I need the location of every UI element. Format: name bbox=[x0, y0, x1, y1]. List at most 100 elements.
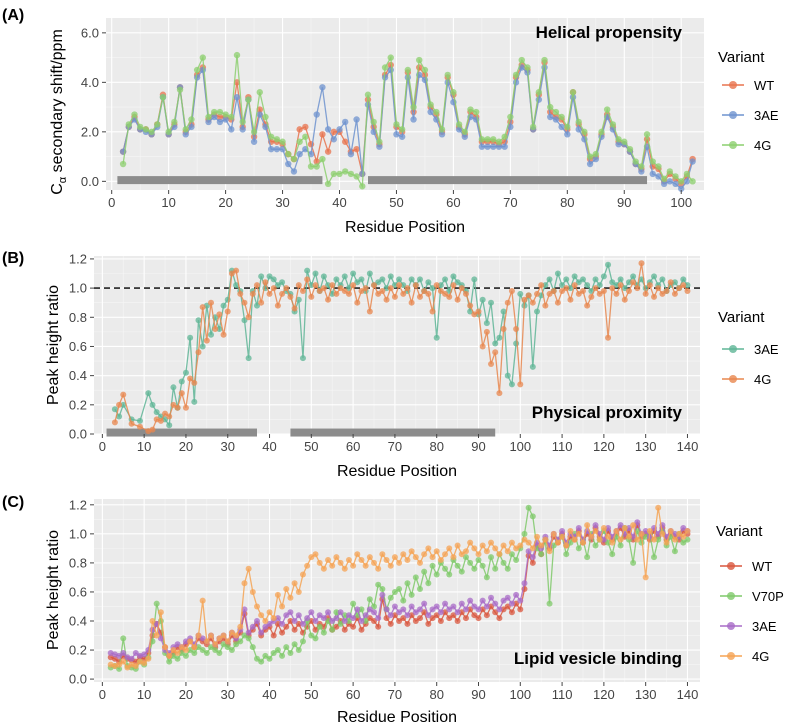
data-point bbox=[387, 612, 394, 619]
data-point bbox=[358, 626, 365, 633]
data-point bbox=[371, 603, 378, 610]
data-point bbox=[341, 565, 348, 572]
data-point bbox=[391, 293, 398, 300]
data-point bbox=[454, 296, 461, 303]
data-point bbox=[304, 267, 311, 274]
data-point bbox=[270, 632, 277, 639]
data-point bbox=[154, 121, 161, 128]
data-point bbox=[170, 652, 177, 659]
data-point bbox=[471, 276, 478, 283]
data-point bbox=[222, 116, 229, 123]
data-point bbox=[586, 153, 594, 160]
data-point bbox=[333, 623, 340, 630]
legend-label: WT bbox=[752, 559, 772, 574]
data-point bbox=[266, 609, 273, 616]
series-3ae bbox=[119, 64, 696, 192]
data-point bbox=[333, 615, 340, 622]
data-point bbox=[492, 349, 499, 356]
x-tick-label: 80 bbox=[429, 439, 443, 454]
data-point bbox=[429, 285, 436, 292]
data-point bbox=[651, 273, 658, 280]
x-tick-label: 50 bbox=[304, 687, 318, 702]
data-point bbox=[371, 618, 378, 624]
data-point bbox=[387, 54, 394, 61]
data-point bbox=[347, 150, 355, 158]
data-point bbox=[567, 539, 574, 546]
data-point bbox=[333, 609, 340, 616]
data-point bbox=[592, 527, 599, 534]
data-point bbox=[621, 285, 628, 292]
data-point bbox=[216, 635, 223, 642]
panel-c-y-axis-title: Peak height ratio bbox=[45, 530, 62, 650]
data-point bbox=[446, 571, 453, 578]
data-point bbox=[320, 629, 327, 636]
data-point bbox=[529, 299, 536, 306]
data-point bbox=[191, 398, 198, 405]
data-point bbox=[324, 180, 332, 188]
data-point bbox=[427, 108, 434, 116]
data-point bbox=[521, 530, 528, 537]
data-point bbox=[182, 647, 189, 654]
data-point bbox=[381, 64, 389, 71]
data-point bbox=[642, 533, 649, 540]
data-point bbox=[513, 591, 520, 598]
data-point bbox=[267, 145, 275, 153]
x-tick-label: 10 bbox=[137, 439, 151, 454]
data-point bbox=[504, 548, 511, 555]
panel-a-legend: Variant WT 3AE 4G bbox=[718, 49, 779, 153]
legend-marker bbox=[729, 375, 737, 383]
data-point bbox=[524, 64, 531, 71]
data-point bbox=[287, 293, 294, 300]
data-point bbox=[525, 504, 532, 511]
data-point bbox=[609, 121, 617, 128]
data-point bbox=[296, 150, 303, 158]
data-point bbox=[581, 128, 588, 136]
data-point bbox=[508, 288, 515, 295]
data-point bbox=[191, 379, 198, 386]
data-point bbox=[313, 163, 320, 170]
data-point bbox=[249, 623, 256, 630]
data-point bbox=[199, 647, 206, 654]
data-point bbox=[575, 525, 582, 532]
data-point bbox=[598, 128, 605, 136]
y-tick-label: 1.2 bbox=[69, 497, 87, 512]
legend-marker bbox=[729, 81, 737, 89]
data-point bbox=[676, 285, 683, 292]
data-point bbox=[354, 299, 361, 306]
data-point bbox=[569, 89, 577, 96]
data-point bbox=[174, 641, 181, 648]
data-point bbox=[398, 133, 406, 140]
data-point bbox=[325, 557, 332, 563]
data-point bbox=[684, 282, 691, 289]
data-point bbox=[538, 551, 545, 558]
data-point bbox=[467, 302, 474, 309]
data-point bbox=[128, 655, 135, 662]
data-point bbox=[205, 113, 212, 121]
data-point bbox=[575, 279, 582, 286]
data-point bbox=[124, 664, 131, 671]
data-point bbox=[442, 276, 449, 283]
data-point bbox=[546, 276, 553, 283]
data-point bbox=[534, 290, 541, 297]
data-point bbox=[208, 299, 215, 306]
data-point bbox=[500, 606, 507, 613]
data-point bbox=[205, 118, 212, 126]
data-point bbox=[458, 285, 465, 292]
helix-bar bbox=[117, 176, 323, 185]
data-point bbox=[450, 89, 457, 96]
data-point bbox=[617, 522, 624, 529]
data-point bbox=[320, 285, 327, 292]
data-point bbox=[391, 603, 398, 610]
data-point bbox=[575, 118, 582, 126]
data-point bbox=[387, 562, 394, 569]
panel-c-grid bbox=[94, 499, 700, 682]
data-point bbox=[120, 649, 127, 656]
data-point bbox=[279, 603, 286, 610]
data-point bbox=[149, 618, 156, 624]
data-point bbox=[421, 66, 429, 74]
data-point bbox=[329, 562, 336, 569]
data-point bbox=[496, 606, 503, 613]
data-point bbox=[279, 145, 286, 153]
x-tick-label: 50 bbox=[304, 439, 318, 454]
y-tick-label: 1.0 bbox=[69, 281, 87, 296]
